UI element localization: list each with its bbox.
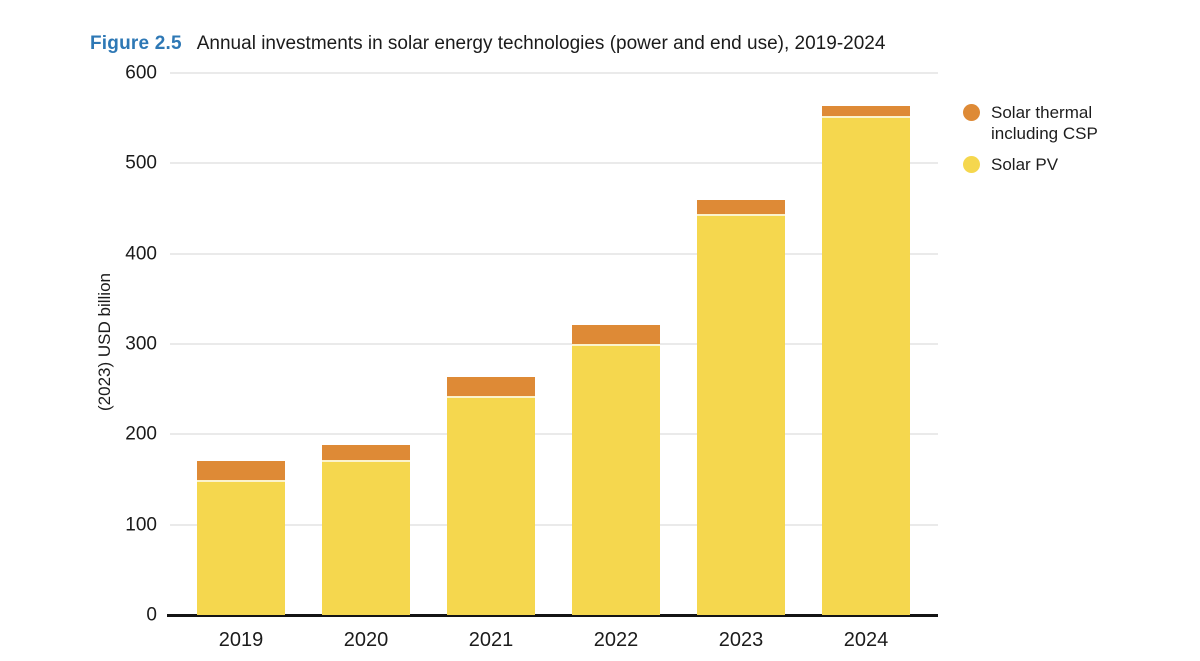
bar-2021-segment-divider	[447, 395, 535, 398]
legend-item-0: Solar thermal including CSP	[963, 102, 1116, 144]
figure-number-label: Figure 2.5	[90, 33, 182, 54]
y-tick-label-200: 200	[125, 423, 157, 445]
gridline-100	[170, 523, 938, 526]
legend-swatch-circle-icon	[963, 104, 980, 121]
bar-2020-segment-divider	[322, 459, 410, 462]
bar-2023-segment-divider	[697, 213, 785, 216]
bar-2021-segment-solar-pv	[447, 397, 535, 615]
chart-legend: Solar thermal including CSP Solar PV	[963, 102, 1116, 175]
legend-item-label: Solar thermal including CSP	[991, 103, 1098, 143]
bar-2019	[197, 461, 285, 615]
y-tick-label-300: 300	[125, 333, 157, 355]
bar-2019-segment-solar-thermal	[197, 461, 285, 481]
y-tick-label-600: 600	[125, 62, 157, 84]
bar-2023-segment-solar-thermal	[697, 200, 785, 214]
x-axis-line	[167, 614, 938, 617]
gridline-400	[170, 252, 938, 255]
bar-2024-segment-solar-pv	[822, 118, 910, 615]
legend-item-1: Solar PV	[963, 154, 1116, 175]
bar-2024-segment-solar-thermal	[822, 105, 910, 117]
x-tick-label-2022: 2022	[593, 629, 639, 651]
bar-2023-segment-solar-pv	[697, 215, 785, 615]
bar-2020-segment-solar-thermal	[322, 445, 410, 460]
figure-title-row: Figure 2.5 Annual investments in solar e…	[90, 33, 885, 55]
bar-2022-segment-solar-thermal	[572, 325, 660, 344]
bar-2019-segment-divider	[197, 480, 285, 483]
gridline-300	[170, 343, 938, 345]
x-tick-label-2023: 2023	[718, 629, 764, 651]
bar-2023	[697, 200, 785, 615]
x-tick-label-2024: 2024	[843, 629, 889, 651]
gridline-200	[170, 433, 938, 436]
gridline-600	[170, 72, 938, 74]
legend-swatch-circle-icon	[963, 156, 980, 173]
bar-2021-segment-solar-thermal	[447, 376, 535, 396]
legend-item-label: Solar PV	[991, 155, 1059, 174]
figure-title-text: Annual investments in solar energy techn…	[196, 33, 886, 54]
y-tick-label-500: 500	[125, 152, 157, 174]
x-tick-label-2020: 2020	[343, 629, 389, 651]
bar-2024-segment-divider	[822, 116, 910, 119]
bar-2022	[572, 325, 660, 615]
bar-2022-segment-solar-pv	[572, 346, 660, 615]
bar-2021	[447, 376, 535, 615]
bar-2020	[322, 445, 410, 615]
x-tick-label-2019: 2019	[218, 629, 264, 651]
bar-2024	[822, 105, 910, 615]
bar-2020-segment-solar-pv	[322, 461, 410, 615]
plot-area: 0 100 200 300 400 500 600 2019 2020 2021 2022 2023 2…	[125, 64, 938, 651]
y-tick-label-100: 100	[125, 514, 157, 536]
gridline-500	[170, 162, 938, 165]
y-tick-label-0: 0	[146, 604, 157, 626]
x-tick-label-2021: 2021	[468, 629, 514, 651]
bar-2019-segment-solar-pv	[197, 482, 285, 615]
y-axis-label: (2023) USD billion	[95, 273, 114, 411]
bar-2022-segment-divider	[572, 344, 660, 346]
y-tick-label-400: 400	[125, 243, 157, 265]
